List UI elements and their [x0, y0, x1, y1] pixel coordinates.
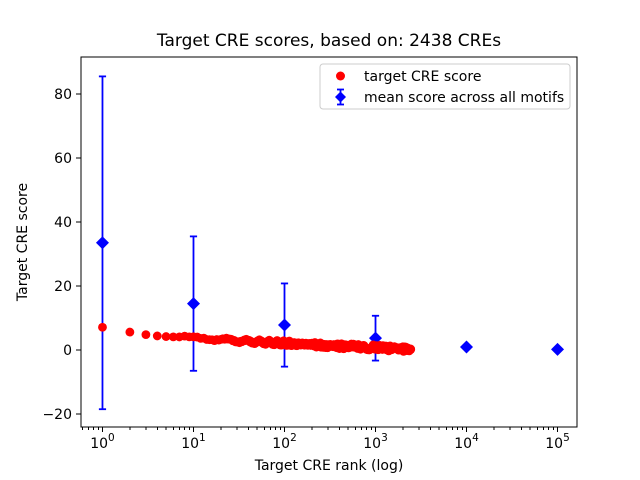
x-axis-label: Target CRE rank (log) — [254, 458, 404, 474]
legend-mean-label: mean score across all motifs — [364, 90, 564, 106]
target-score-point — [406, 345, 416, 354]
legend-target-label: target CRE score — [364, 69, 481, 85]
y-tick-label: 80 — [54, 87, 72, 103]
y-tick-label: 20 — [54, 279, 72, 295]
legend: target CRE score mean score across all m… — [319, 63, 571, 110]
mean-score-point — [460, 340, 474, 354]
plot-frame — [80, 56, 578, 428]
target-score-point — [125, 327, 135, 337]
mean-score-point — [186, 235, 200, 372]
y-axis-ticks: −20 0 20 40 60 80 — [42, 87, 81, 423]
legend-box — [319, 63, 571, 110]
mean-score-point — [95, 75, 109, 411]
legend-target-marker-icon — [336, 71, 345, 81]
mean-score-point — [551, 342, 565, 356]
target-score-point — [161, 332, 171, 341]
y-tick-label: 60 — [54, 151, 72, 167]
target-score-series — [98, 322, 416, 356]
mean-score-series — [95, 75, 565, 411]
target-score-point — [152, 331, 162, 341]
mean-score-point — [277, 282, 291, 368]
y-tick-label: 40 — [54, 215, 72, 231]
chart-title: Target CRE scores, based on: 2438 CREs — [156, 31, 501, 51]
legend-mean-marker-icon — [335, 88, 346, 106]
y-axis-label: Target CRE score — [15, 183, 31, 302]
y-tick-label: 0 — [63, 343, 72, 359]
y-tick-label: −20 — [42, 407, 72, 423]
target-score-point — [141, 330, 151, 340]
target-score-point — [168, 332, 178, 342]
target-score-point — [98, 322, 107, 332]
